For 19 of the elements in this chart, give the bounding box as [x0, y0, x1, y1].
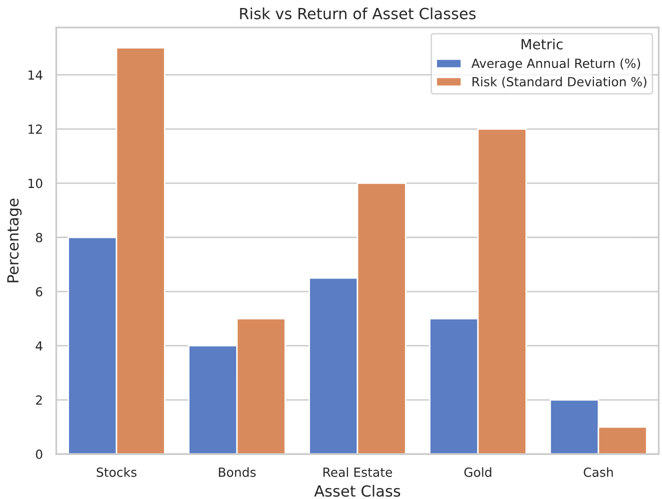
x-tick-label: Stocks — [96, 467, 136, 477]
chart-title: Risk vs Return of Asset Classes — [240, 8, 476, 20]
legend-label: Average Annual Return (%) — [471, 58, 640, 70]
y-tick-label: 14 — [28, 70, 42, 80]
y-axis-title: Percentage — [7, 198, 22, 282]
y-tick-label: 8 — [36, 232, 42, 242]
y-tick-label: 2 — [36, 395, 42, 405]
x-tick-label: Gold — [464, 467, 492, 477]
y-tick-label: 12 — [28, 124, 42, 134]
x-tick-label: Bonds — [218, 467, 256, 477]
y-tick-label: 10 — [28, 178, 42, 188]
legend-title: Metric — [522, 38, 563, 50]
x-tick-label: Cash — [584, 467, 613, 477]
y-tick-label: 4 — [36, 341, 42, 350]
legend-label: Risk (Standard Deviation %) — [472, 76, 646, 88]
y-tick-label: 0 — [36, 450, 42, 460]
x-tick-label: Real Estate — [323, 467, 392, 477]
y-tick-label: 6 — [36, 287, 42, 296]
x-axis-title: Asset Class — [314, 484, 400, 497]
